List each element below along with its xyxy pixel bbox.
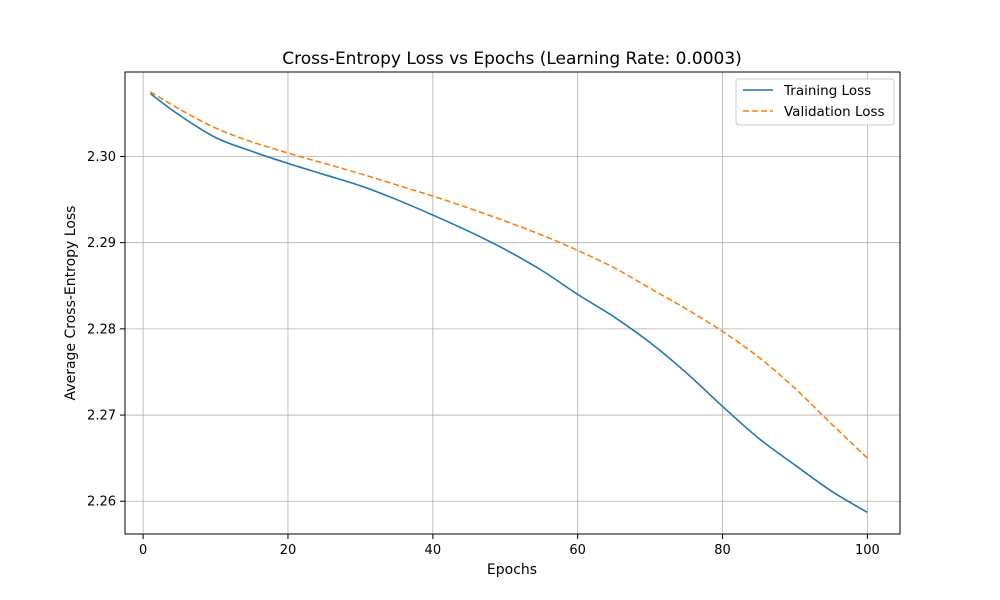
x-axis-ticks: 0 20 40 60 80 100 [139, 534, 880, 558]
y-axis-ticks: 2.26 2.27 2.28 2.29 2.30 [87, 150, 125, 510]
legend-box [735, 78, 895, 126]
x-tick-label: 60 [569, 543, 586, 558]
series-lines [149, 91, 868, 514]
y-tick-label: 2.26 [87, 495, 116, 510]
series-line-1 [149, 91, 868, 459]
y-tick-label: 2.28 [87, 322, 116, 337]
legend-label-training: Training Loss [783, 83, 871, 99]
plot-frame [124, 71, 901, 535]
y-tick-label: 2.29 [87, 236, 116, 251]
y-tick-label: 2.30 [87, 150, 116, 165]
chart-title: Cross-Entropy Loss vs Epochs (Learning R… [282, 49, 742, 69]
legend: Training Loss Validation Loss [735, 78, 895, 126]
y-tick-label: 2.27 [87, 409, 116, 424]
x-tick-label: 40 [425, 543, 442, 558]
x-tick-label: 20 [280, 543, 297, 558]
x-tick-label: 100 [855, 543, 880, 558]
grid-lines [125, 72, 900, 534]
x-axis-label: Epochs [487, 562, 537, 578]
series-line-0 [149, 92, 868, 514]
x-tick-label: 0 [139, 543, 147, 558]
y-axis-label: Average Cross-Entropy Loss [63, 206, 79, 401]
x-tick-label: 80 [714, 543, 731, 558]
legend-label-validation: Validation Loss [784, 104, 885, 120]
plot-area [125, 72, 900, 534]
